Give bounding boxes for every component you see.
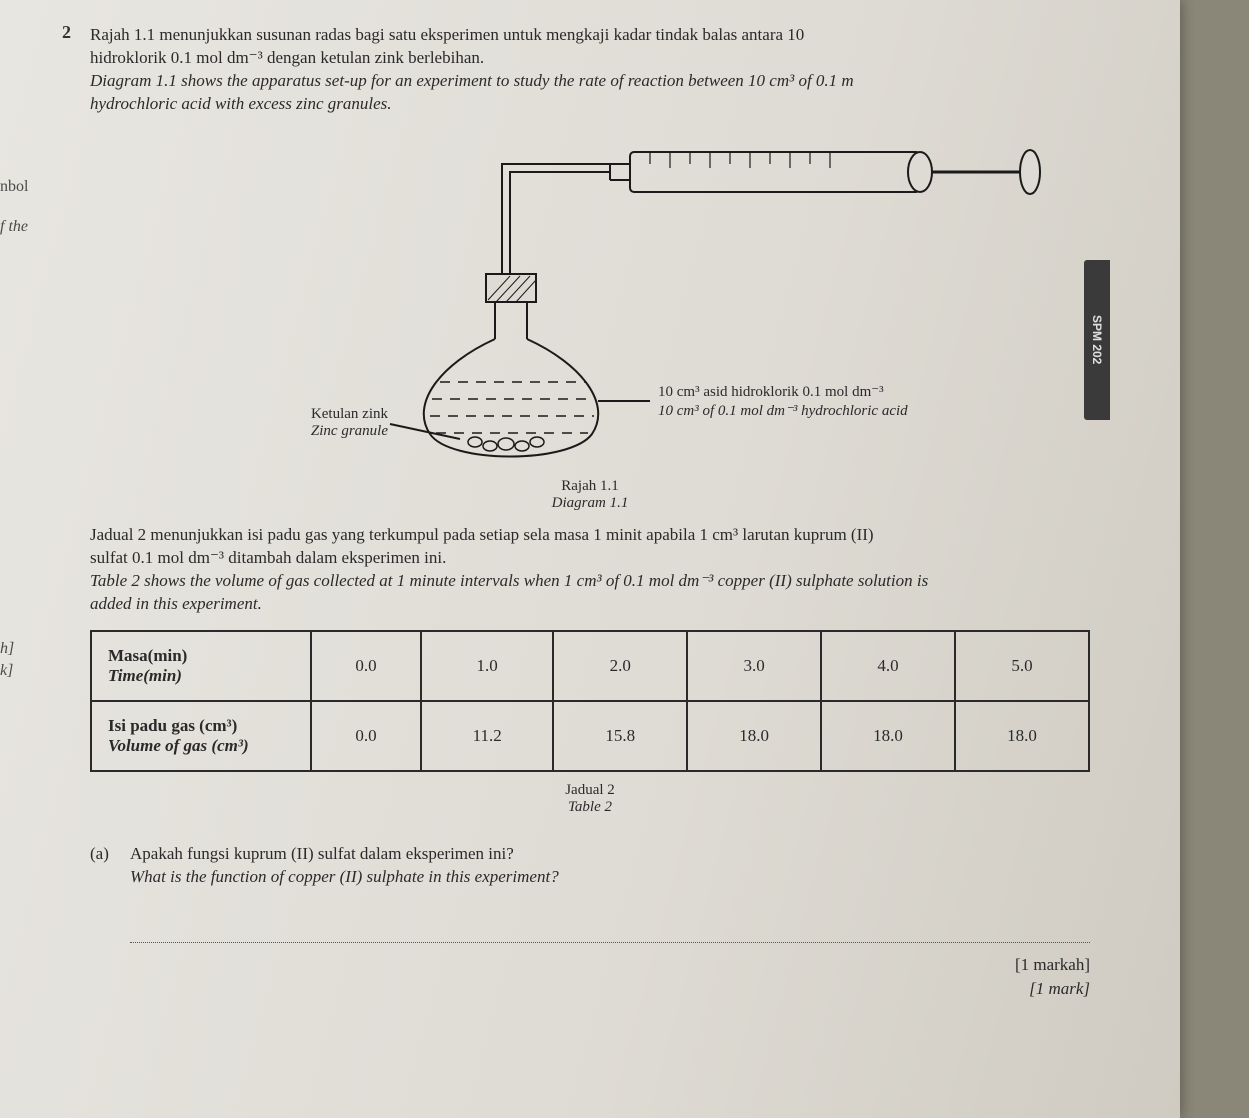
data-table: Masa(min) Time(min) 0.0 1.0 2.0 3.0 4.0 … <box>90 630 1090 772</box>
apparatus-diagram: Ketulan zink Zinc granule 10 cm³ asid hi… <box>90 124 1090 474</box>
exam-page: SPM 202 nbol f the h] k] 2 Rajah 1.1 men… <box>0 0 1180 1118</box>
answer-line[interactable] <box>130 919 1090 943</box>
row-header-volume: Isi padu gas (cm³) Volume of gas (cm³) <box>91 701 311 771</box>
time-header-ms: Masa(min) <box>108 646 187 665</box>
vol-header-ms: Isi padu gas (cm³) <box>108 716 237 735</box>
diagram-caption-en: Diagram 1.1 <box>552 495 629 511</box>
sub-question-a: (a) Apakah fungsi kuprum (II) sulfat dal… <box>90 842 1090 1001</box>
marks-block: [1 markah] [1 mark] <box>130 953 1090 1001</box>
sub-a-label: (a) <box>90 842 109 866</box>
vol-cell-5: 18.0 <box>955 701 1089 771</box>
mid-en-line1: Table 2 shows the volume of gas collecte… <box>90 571 928 590</box>
table-row-time: Masa(min) Time(min) 0.0 1.0 2.0 3.0 4.0 … <box>91 631 1089 701</box>
time-cell-5: 5.0 <box>955 631 1089 701</box>
zinc-label: Ketulan zink Zinc granule <box>268 406 388 440</box>
marks-en: [1 mark] <box>1029 979 1090 998</box>
vol-cell-1: 11.2 <box>421 701 553 771</box>
time-cell-0: 0.0 <box>311 631 421 701</box>
margin-fragment-nbol: nbol <box>0 178 28 196</box>
vol-cell-3: 18.0 <box>687 701 821 771</box>
margin-fragment-k: k] <box>0 662 13 680</box>
diagram-caption: Rajah 1.1 Diagram 1.1 <box>90 478 1090 512</box>
zinc-label-ms: Ketulan zink <box>311 406 388 422</box>
vol-cell-4: 18.0 <box>821 701 955 771</box>
vol-cell-0: 0.0 <box>311 701 421 771</box>
row-header-time: Masa(min) Time(min) <box>91 631 311 701</box>
time-cell-2: 2.0 <box>553 631 687 701</box>
marks-ms: [1 markah] <box>1015 955 1090 974</box>
mid-paragraph: Jadual 2 menunjukkan isi padu gas yang t… <box>90 524 1090 616</box>
mid-ms-line1: Jadual 2 menunjukkan isi padu gas yang t… <box>90 525 874 544</box>
table-row-volume: Isi padu gas (cm³) Volume of gas (cm³) 0… <box>91 701 1089 771</box>
intro-text: Rajah 1.1 menunjukkan susunan radas bagi… <box>90 24 1090 116</box>
sub-a-ms: Apakah fungsi kuprum (II) sulfat dalam e… <box>130 844 514 863</box>
intro-ms-line1: Rajah 1.1 menunjukkan susunan radas bagi… <box>90 25 804 44</box>
acid-label: 10 cm³ asid hidroklorik 0.1 mol dm⁻³ 10 … <box>658 382 908 420</box>
table-caption: Jadual 2 Table 2 <box>90 782 1090 816</box>
vol-header-en: Volume of gas (cm³) <box>108 736 249 755</box>
intro-en-line2: hydrochloric acid with excess zinc granu… <box>90 94 392 113</box>
mid-ms-line2: sulfat 0.1 mol dm⁻³ ditambah dalam ekspe… <box>90 548 446 567</box>
vol-cell-2: 15.8 <box>553 701 687 771</box>
mid-en-line2: added in this experiment. <box>90 594 262 613</box>
apparatus-svg <box>90 124 1050 474</box>
acid-label-ms: 10 cm³ asid hidroklorik 0.1 mol dm⁻³ <box>658 384 884 400</box>
time-cell-1: 1.0 <box>421 631 553 701</box>
time-header-en: Time(min) <box>108 666 182 685</box>
intro-en-line1: Diagram 1.1 shows the apparatus set-up f… <box>90 71 854 90</box>
acid-label-en: 10 cm³ of 0.1 mol dm⁻³ hydrochloric acid <box>658 403 908 419</box>
margin-fragment-fthe: f the <box>0 218 28 236</box>
zinc-label-en: Zinc granule <box>311 423 388 439</box>
diagram-caption-ms: Rajah 1.1 <box>561 478 619 494</box>
sub-a-en: What is the function of copper (II) sulp… <box>130 867 559 886</box>
time-cell-4: 4.0 <box>821 631 955 701</box>
time-cell-3: 3.0 <box>687 631 821 701</box>
intro-ms-line2: hidroklorik 0.1 mol dm⁻³ dengan ketulan … <box>90 48 484 67</box>
table-caption-en: Table 2 <box>568 799 612 815</box>
margin-fragment-h: h] <box>0 640 14 658</box>
table-caption-ms: Jadual 2 <box>565 782 615 798</box>
question-number: 2 <box>62 22 71 43</box>
question-body: Rajah 1.1 menunjukkan susunan radas bagi… <box>90 24 1090 1001</box>
